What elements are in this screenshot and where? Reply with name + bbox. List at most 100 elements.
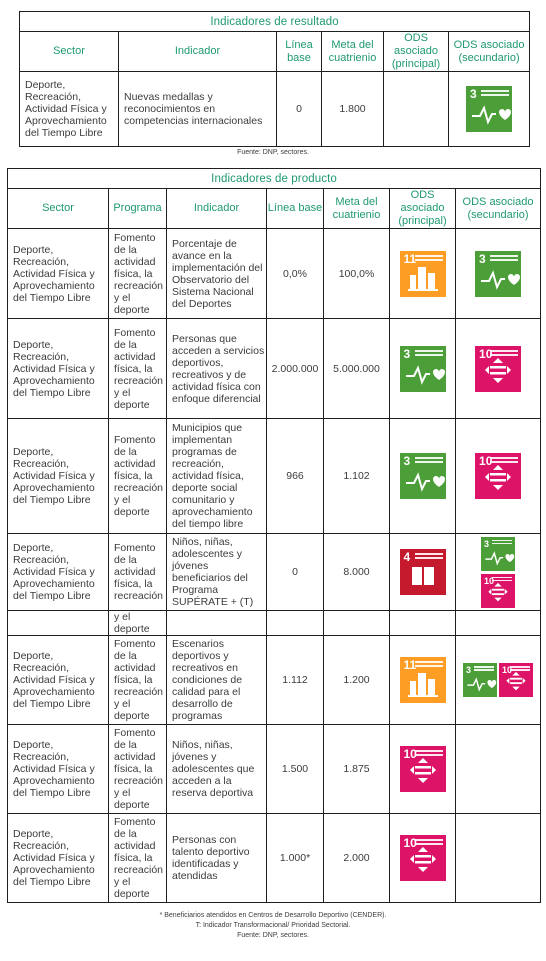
header-indicador: Indicador <box>118 31 277 72</box>
baseline-cell: 966 <box>266 418 324 534</box>
baseline-cell: 0 <box>276 71 322 147</box>
header-sector: Sector <box>19 31 119 72</box>
sector-cell: Deporte, Recreación, Actividad Física y … <box>7 635 109 725</box>
sdg-10-icon: 10 <box>399 746 446 792</box>
sdg-10-icon: 10 <box>475 345 522 392</box>
indicator-cell: Nuevas medallas y reconocimientos en com… <box>118 71 277 147</box>
ods-principal-cell: 3 <box>389 418 456 534</box>
sdg-10-icon: 10 <box>399 835 446 881</box>
ods-principal-cell: 10 <box>389 724 456 814</box>
header-meta: Meta del cuatrienio <box>321 31 384 72</box>
sdg-number: 3 <box>479 251 486 266</box>
sdg-number: 10 <box>403 836 417 850</box>
product-table-title: Indicadores de producto <box>6 168 542 189</box>
goal-cell: 2.000 <box>323 813 390 903</box>
header-ods-principal: ODS asociado (principal) <box>389 188 456 229</box>
goal-cell: 1.102 <box>323 418 390 534</box>
sdg-10-icon: 10 <box>475 453 522 499</box>
sdg-number: 10 <box>479 346 493 361</box>
sdg-number: 3 <box>466 665 472 675</box>
indicator-cell: Personas que acceden a servicios deporti… <box>166 318 267 419</box>
table-row: Deporte, Recreación, Actividad Física y … <box>19 71 531 147</box>
ods-secundario-cell: 3 10 <box>454 533 542 611</box>
program-cell: Fomento de la actividad física, la recre… <box>108 635 167 725</box>
ods-principal-cell: 11 <box>389 635 456 725</box>
ods-secundario-cell: 3 <box>447 71 531 147</box>
indicator-cell: Niños, niñas, jóvenes y adolescentes que… <box>166 724 267 814</box>
sector-cell: Deporte, Recreación, Actividad Física y … <box>7 724 109 814</box>
result-table-source: Fuente: DNP, sectores. <box>237 149 309 156</box>
sdg-number: 3 <box>484 538 490 549</box>
goal-cell: 1.800 <box>321 71 384 147</box>
program-cell: Fomento de la actividad física, la recre… <box>108 533 167 611</box>
table-row: Deporte, Recreación, Actividad Física y … <box>7 418 542 534</box>
sdg-number: 11 <box>403 251 417 266</box>
baseline-cell: 0,0% <box>266 228 324 319</box>
sdg-10-icon: 10 <box>499 663 534 697</box>
table-row: Deporte, Recreación, Actividad Física y … <box>7 813 542 903</box>
sdg-11-icon: 11 <box>399 657 446 703</box>
header-meta: Meta del cuatrienio <box>323 188 390 229</box>
header-sector: Sector <box>7 188 109 229</box>
sdg-number: 3 <box>403 346 411 361</box>
ods-secundario-cell: 3 <box>454 228 542 319</box>
goal-cell: 1.200 <box>323 635 390 725</box>
footnote-transformational: T: Indicador Transformacional/ Prioridad… <box>195 922 351 929</box>
sector-cell: Deporte, Recreación, Actividad Física y … <box>7 418 109 534</box>
ods-principal-cell: 11 <box>389 228 456 319</box>
sdg-number: 10 <box>479 454 493 468</box>
baseline-cell: 1.500 <box>266 724 324 814</box>
indicator-cell: Municipios que implementan programas de … <box>166 418 267 534</box>
sdg-10-icon: 10 <box>481 573 516 608</box>
sdg-3-icon: 3 <box>463 663 498 697</box>
baseline-cell: 1.112 <box>266 635 324 725</box>
goal-cell: 5.000.000 <box>323 318 390 419</box>
indicator-cell: Personas con talento deportivo identific… <box>166 813 267 903</box>
goal-cell: 1.875 <box>323 724 390 814</box>
table-row-overflow: y el deporte <box>7 610 542 636</box>
table-row: Deporte, Recreación, Actividad Física y … <box>7 724 542 814</box>
sdg-number: 4 <box>403 550 411 564</box>
baseline-cell: 1.000* <box>266 813 324 903</box>
goal-cell: 100,0% <box>323 228 390 319</box>
program-cell: Fomento de la actividad física, la recre… <box>108 724 167 814</box>
sdg-3-icon: 3 <box>475 250 522 297</box>
header-ods-principal: ODS asociado (principal) <box>383 31 449 72</box>
sdg-number: 10 <box>502 665 513 675</box>
sector-cell: Deporte, Recreación, Actividad Física y … <box>7 813 109 903</box>
empty-cell <box>7 610 109 636</box>
program-cell: Fomento de la actividad física, la recre… <box>108 813 167 903</box>
ods-secundario-cell: 10 <box>454 318 542 419</box>
sdg-number: 10 <box>403 747 417 761</box>
sector-cell: Deporte, Recreación, Actividad Física y … <box>7 318 109 419</box>
baseline-cell: 0 <box>266 533 324 611</box>
sdg-11-icon: 11 <box>399 250 446 297</box>
header-ods-secundario: ODS asociado (secundario) <box>454 188 542 229</box>
sector-cell: Deporte, Recreación, Actividad Física y … <box>19 71 119 147</box>
empty-cell <box>166 610 267 636</box>
empty-cell <box>389 610 456 636</box>
sector-cell: Deporte, Recreación, Actividad Física y … <box>7 228 109 319</box>
sdg-3-icon: 3 <box>399 345 446 392</box>
ods-secundario-cell: 3 10 <box>454 635 542 725</box>
sdg-3-icon: 3 <box>466 86 513 132</box>
program-cell: Fomento de la actividad física, la recre… <box>108 228 167 319</box>
indicator-cell: Porcentaje de avance en la implementació… <box>166 228 267 319</box>
ods-principal-cell <box>383 71 449 147</box>
program-cell: Fomento de la actividad física, la recre… <box>108 418 167 534</box>
ods-principal-cell: 4 <box>389 533 456 611</box>
program-cell-overflow: y el deporte <box>108 610 167 636</box>
header-linea-base: Línea base <box>276 31 322 72</box>
sector-cell: Deporte, Recreación, Actividad Física y … <box>7 533 109 611</box>
sdg-number: 3 <box>470 87 477 101</box>
goal-cell: 8.000 <box>323 533 390 611</box>
program-cell: Fomento de la actividad física, la recre… <box>108 318 167 419</box>
sdg-3-icon: 3 <box>399 453 446 499</box>
table-row: Deporte, Recreación, Actividad Física y … <box>7 533 542 611</box>
header-indicador: Indicador <box>166 188 267 229</box>
empty-cell <box>266 610 324 636</box>
ods-secundario-cell <box>454 813 542 903</box>
indicator-cell: Escenarios deportivos y recreativos en c… <box>166 635 267 725</box>
footnote-cender: * Beneficiarios atendidos en Centros de … <box>159 912 387 919</box>
header-ods-secundario: ODS asociado (secundario) <box>447 31 531 72</box>
